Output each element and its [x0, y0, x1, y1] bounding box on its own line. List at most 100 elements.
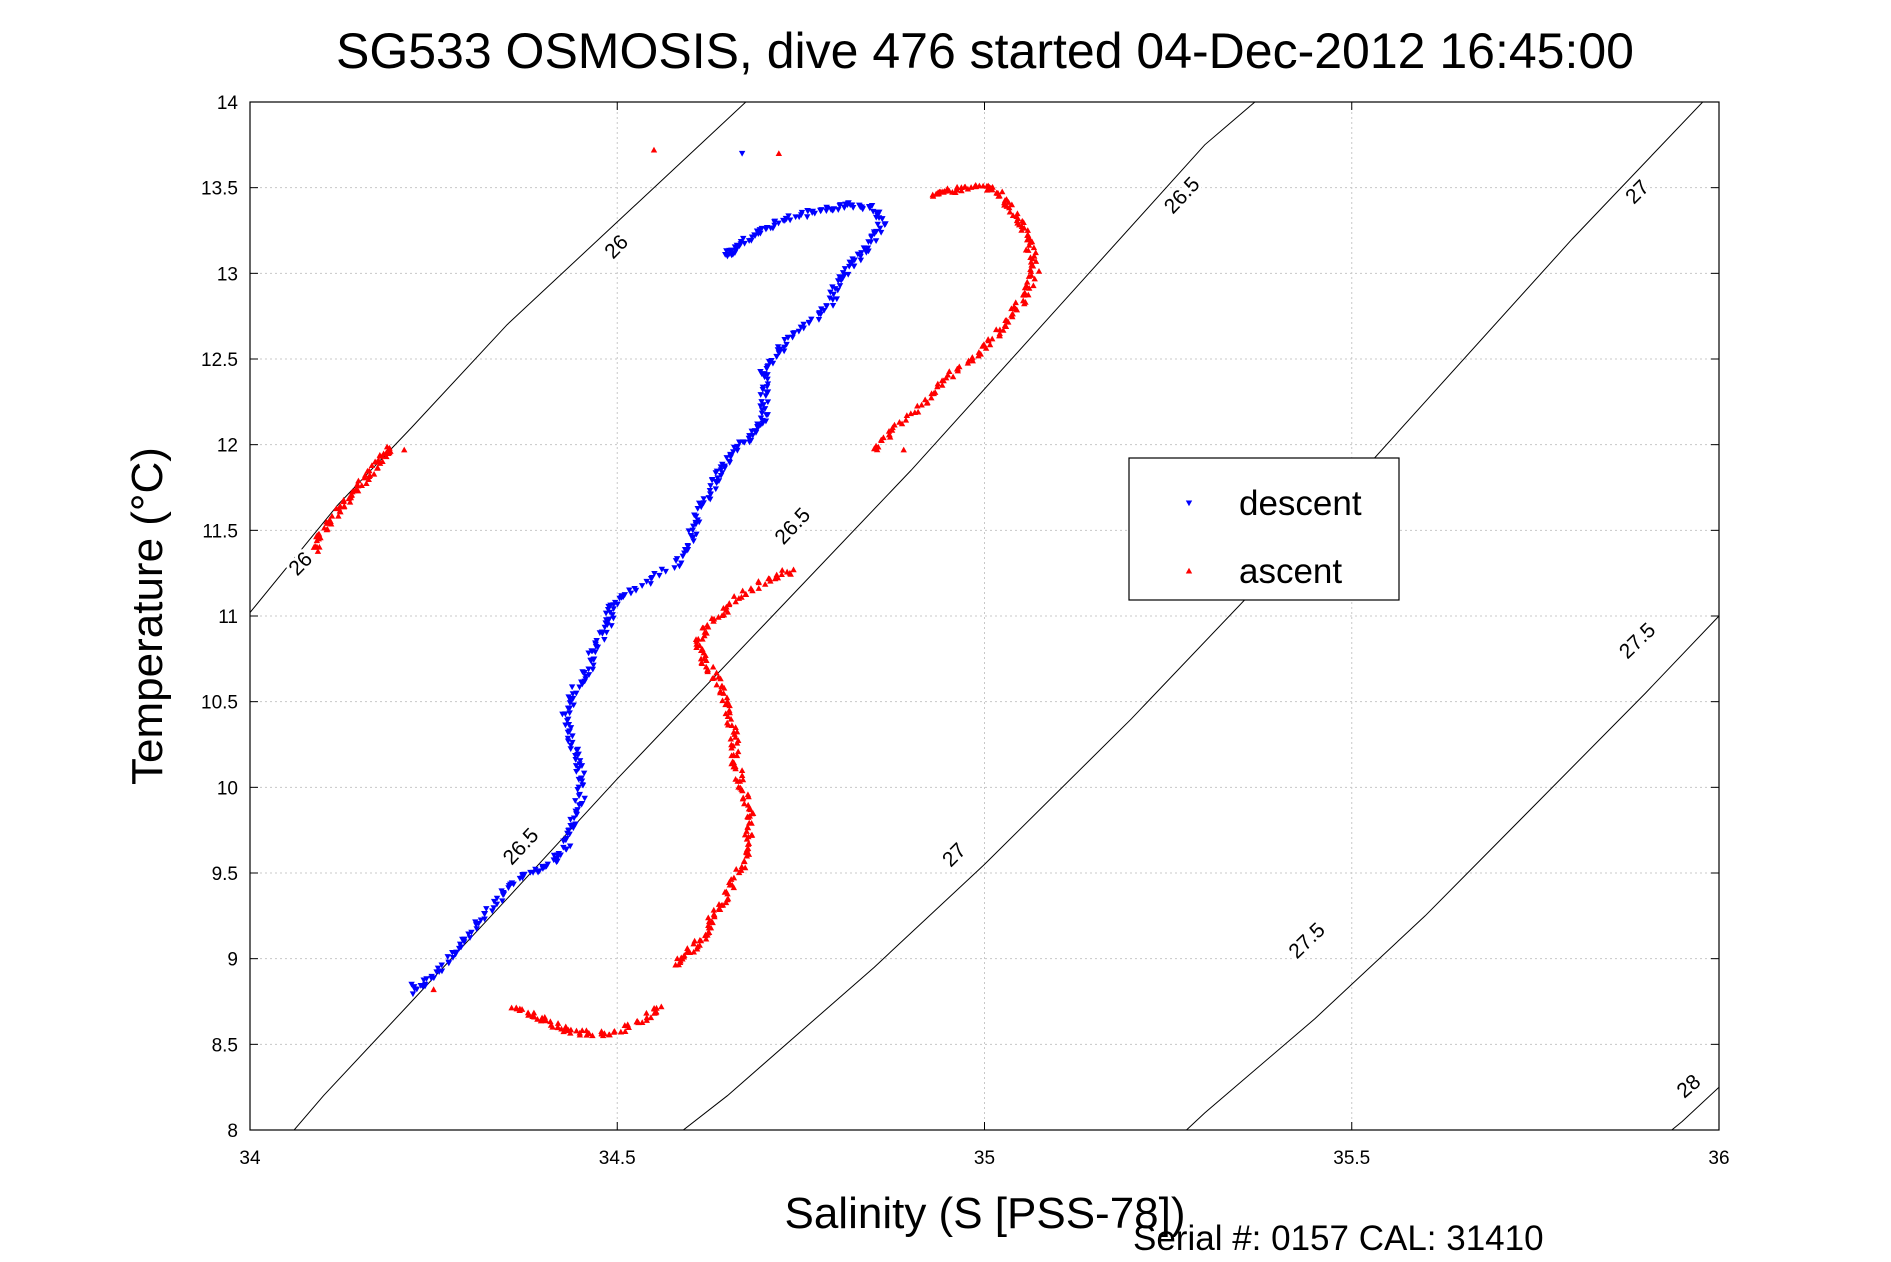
ascent-point	[1008, 201, 1016, 208]
descent-point	[445, 959, 452, 966]
descent-point	[423, 976, 430, 983]
descent-point	[723, 455, 730, 461]
ascent-point	[738, 863, 745, 870]
ascent-point	[727, 876, 735, 882]
descent-point	[603, 629, 610, 636]
ascent-point	[643, 1009, 650, 1016]
ascent-point	[931, 389, 939, 395]
descent-point	[805, 319, 813, 326]
ascent-point	[701, 628, 708, 635]
descent-point	[842, 201, 849, 208]
descent-point	[856, 202, 863, 209]
descent-point	[757, 392, 764, 398]
descent-point	[818, 207, 825, 213]
descent-point	[562, 711, 569, 718]
descent-point	[631, 585, 638, 592]
descent-point	[789, 330, 797, 337]
descent-point	[569, 691, 577, 697]
ascent-point	[370, 470, 378, 477]
descent-point	[449, 950, 456, 956]
descent-point	[756, 227, 764, 233]
ascent-point	[929, 193, 937, 199]
ascent-point	[382, 449, 390, 456]
descent-point	[483, 906, 490, 912]
descent-point	[473, 926, 480, 932]
y-tick-label: 12.5	[201, 350, 238, 371]
ascent-point	[1031, 275, 1038, 282]
descent-point	[589, 666, 597, 673]
descent-point	[565, 694, 572, 701]
ascent-point	[755, 585, 762, 591]
ascent-point	[326, 516, 333, 523]
ascent-point	[1030, 282, 1037, 289]
descent-point	[588, 648, 595, 655]
descent-point	[748, 234, 756, 241]
ascent-point	[975, 349, 983, 355]
descent-point	[481, 916, 488, 923]
ascent-point	[573, 1027, 580, 1034]
descent-point	[754, 425, 762, 432]
descent-point	[602, 617, 610, 623]
descent-point	[709, 476, 716, 483]
ascent-point	[317, 534, 324, 541]
descent-point	[658, 566, 666, 573]
descent-point	[608, 623, 615, 629]
descent-point	[598, 629, 606, 636]
ascent-point	[1006, 208, 1014, 215]
descent-point	[508, 880, 516, 887]
ascent-point	[721, 888, 729, 895]
ascent-point	[374, 464, 381, 471]
serial-cal-footer: Serial #: 0157 CAL: 31410	[1133, 1219, 1544, 1258]
ascent-point	[891, 421, 898, 428]
descent-point	[858, 250, 865, 256]
descent-point	[783, 341, 790, 348]
ascent-point	[725, 601, 733, 608]
descent-point	[700, 496, 707, 503]
contour-label-26.5: 26.5	[499, 824, 544, 870]
descent-point	[785, 334, 792, 341]
descent-point	[578, 800, 586, 807]
ascent-point	[1027, 266, 1034, 272]
descent-point	[771, 222, 778, 229]
ascent-point	[681, 952, 688, 958]
ascent-point	[1030, 244, 1038, 251]
descent-point	[823, 303, 830, 310]
descent-point	[576, 761, 583, 768]
ascent-point	[710, 910, 718, 917]
descent-point	[748, 237, 755, 244]
ascent-point	[376, 452, 384, 458]
ascent-point	[744, 791, 752, 798]
descent-point	[827, 289, 834, 296]
ascent-point	[738, 767, 746, 773]
descent-point	[781, 337, 788, 343]
y-tick-label: 8	[227, 1121, 238, 1142]
density-contours	[250, 102, 1719, 1130]
descent-point	[689, 534, 696, 541]
ascent-point	[578, 1027, 586, 1034]
ascent-point	[617, 1028, 625, 1035]
ascent-point	[366, 467, 373, 474]
ascent-point	[705, 922, 712, 928]
ascent-point	[741, 831, 749, 838]
ascent-point	[720, 690, 727, 696]
ascent-point	[983, 186, 991, 193]
descent-point	[684, 543, 691, 549]
ascent-point	[720, 611, 728, 618]
ascent-point	[773, 571, 780, 578]
ascent-point	[726, 709, 733, 716]
descent-point	[841, 266, 849, 272]
ascent-point	[921, 396, 929, 403]
ascent-point	[898, 420, 906, 427]
descent-point	[834, 287, 841, 294]
descent-point	[567, 746, 574, 752]
descent-point	[758, 399, 765, 405]
descent-point	[839, 270, 847, 276]
y-tick-label: 13.5	[201, 179, 238, 200]
ascent-point	[872, 442, 880, 449]
ascent-point	[724, 608, 732, 615]
descent-point	[738, 150, 746, 157]
ascent-point	[1002, 317, 1009, 323]
ascent-point	[701, 655, 708, 662]
descent-point	[421, 981, 429, 988]
descent-point	[869, 208, 877, 215]
